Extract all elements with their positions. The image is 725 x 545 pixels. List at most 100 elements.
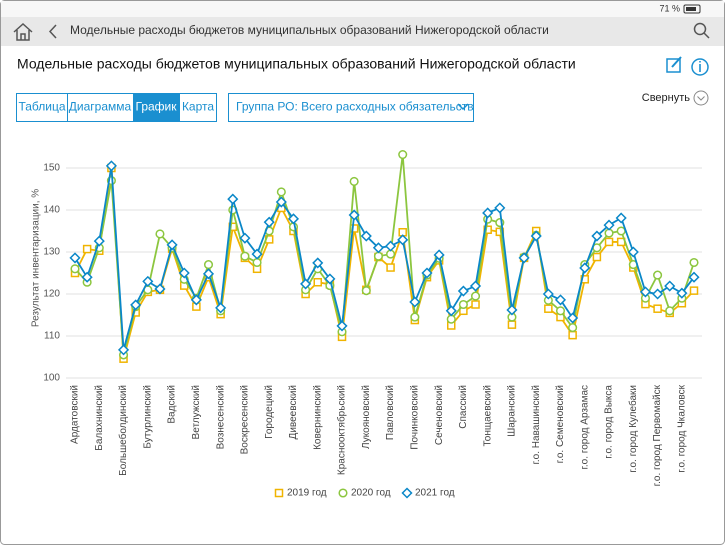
battery-level: 71 % [659, 3, 680, 13]
x-tick-label: Вадский [167, 385, 178, 424]
point [154, 283, 166, 295]
point [276, 187, 286, 197]
point [591, 230, 603, 242]
tab[interactable]: Таблица [18, 100, 65, 114]
tab-active[interactable]: График [136, 100, 178, 114]
battery-icon [683, 4, 701, 14]
x-tick-label: Краснооктябрьский [336, 385, 348, 475]
dropdown[interactable] [228, 93, 474, 122]
point [313, 277, 322, 287]
legend-label: 2019 год [287, 488, 327, 499]
point [227, 193, 239, 205]
point [409, 296, 421, 308]
point [361, 286, 371, 296]
point [240, 251, 250, 261]
dropdown-arrow [457, 103, 469, 111]
y-tick-label: 150 [43, 163, 60, 174]
home-button[interactable] [13, 22, 33, 41]
point [603, 219, 615, 231]
point [568, 330, 577, 340]
status-bar [1, 1, 724, 17]
x-tick-label: г.о. город Арзамас [579, 385, 590, 470]
x-tick-label: Лукояновский [361, 385, 372, 449]
point [69, 252, 81, 264]
nav-bar [1, 17, 724, 46]
point [567, 312, 579, 324]
x-tick-label: Городецкий [264, 385, 275, 439]
x-tick-label: г.о. город Кулебаки [627, 385, 639, 473]
y-tick-label: 140 [43, 205, 60, 216]
edit-button[interactable] [666, 56, 682, 73]
page-heading: Модельные расходы бюджетов муниципальных… [17, 56, 576, 72]
x-tick-label: г.о. город Первомайск [652, 384, 663, 486]
point [338, 488, 348, 498]
point [203, 260, 214, 270]
collapse-button[interactable]: Свернуть [642, 92, 691, 104]
series-line [74, 165, 695, 351]
point [155, 229, 165, 239]
point [202, 268, 215, 280]
point [653, 270, 663, 280]
point [688, 271, 700, 283]
search-button[interactable] [693, 22, 710, 39]
back-button[interactable] [48, 24, 57, 39]
point [458, 299, 468, 310]
point [542, 288, 554, 300]
legend-label: 2021 год [415, 488, 455, 499]
tab-group [16, 93, 217, 122]
point [324, 273, 336, 285]
x-tick-label: Починковский [409, 385, 420, 450]
tab[interactable]: Диаграмма [69, 100, 132, 114]
point [348, 209, 360, 221]
point [372, 242, 384, 254]
point [178, 267, 190, 279]
point [568, 323, 578, 333]
point [653, 304, 662, 313]
point [312, 257, 324, 269]
point [398, 150, 408, 160]
info-button[interactable] [691, 58, 709, 76]
point [664, 280, 676, 292]
point [627, 246, 639, 258]
tab[interactable]: Карта [182, 100, 214, 114]
series-line [74, 167, 695, 359]
point [349, 176, 359, 186]
point [506, 304, 518, 316]
collapse-icon[interactable] [693, 90, 709, 106]
point [471, 300, 480, 309]
x-tick-label: Балахнинский [94, 385, 105, 451]
point [616, 226, 626, 236]
point [300, 278, 312, 290]
x-tick-label: Тонщаевский [482, 385, 493, 447]
point [530, 230, 542, 242]
point [482, 207, 494, 219]
x-tick-label: г.о. Семеновский [555, 385, 566, 463]
point [652, 288, 664, 300]
x-tick-label: Павловский [385, 385, 396, 440]
point [373, 251, 383, 261]
point [239, 232, 251, 244]
point [579, 262, 591, 274]
point [397, 234, 409, 246]
point [81, 271, 93, 283]
point [360, 230, 372, 242]
point [676, 287, 688, 299]
point [385, 240, 397, 252]
x-tick-label: Воскресенский [240, 385, 251, 454]
point [252, 257, 262, 268]
point [386, 263, 395, 272]
point [544, 304, 553, 313]
point [446, 314, 456, 324]
point [469, 280, 482, 292]
point [166, 239, 178, 251]
point [93, 235, 105, 247]
x-tick-label: Ветлужский [191, 385, 202, 439]
x-tick-label: Сеченовский [434, 385, 445, 445]
point [457, 285, 469, 297]
x-tick-label: Спасский [458, 385, 469, 429]
point [689, 257, 699, 268]
point [401, 487, 413, 499]
point [507, 320, 517, 329]
point [142, 275, 154, 287]
